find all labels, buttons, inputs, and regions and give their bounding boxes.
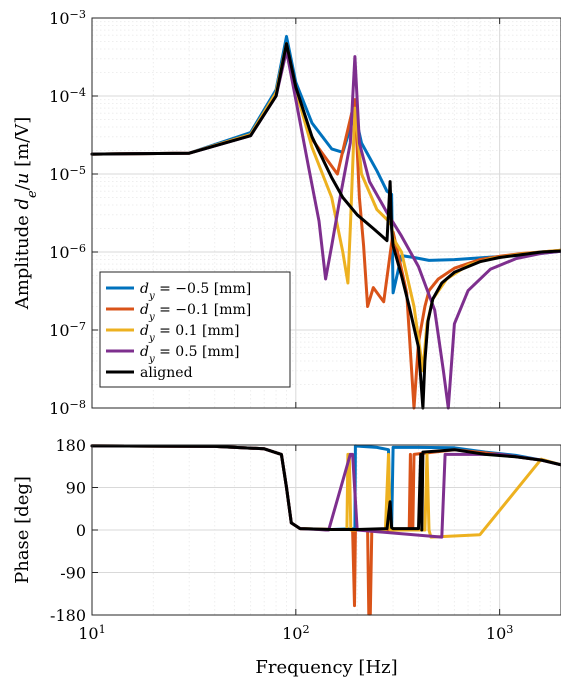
amplitude-plot: 10−8 10−7 10−6 10−5 10−4 10−3 Amplitude de/u […	[12, 8, 561, 419]
y-tick-label: -90	[60, 564, 86, 583]
y-tick-label: 10−6	[49, 242, 86, 263]
y-tick-label: -180	[50, 606, 86, 625]
ticks	[91, 444, 501, 616]
y-axis-label: Phase [deg]	[12, 476, 33, 584]
y-tick-label: 0	[76, 521, 86, 540]
y-tick-label: 10−4	[49, 86, 86, 107]
legend-label: dy = −0.1 [mm]	[140, 302, 251, 323]
y-tick-label: 10−5	[49, 164, 86, 185]
legend-label: dy = 0.5 [mm]	[140, 344, 240, 365]
series-group	[90, 35, 561, 410]
x-tick-label: 101	[78, 623, 105, 644]
series-line	[90, 42, 561, 410]
y-tick-label: 180	[55, 436, 86, 455]
legend-label: dy = −0.5 [mm]	[140, 281, 251, 302]
y-axis-label: Amplitude de/u [m/V]	[12, 117, 40, 311]
series-line	[90, 49, 561, 410]
legend: dy = −0.5 [mm]dy = −0.1 [mm]dy = 0.1 [mm…	[99, 271, 291, 388]
y-tick-label: 10−7	[49, 320, 86, 341]
series-line	[90, 444, 561, 532]
phase-plot: -180 -90 0 90 180 101 102 103 Phase [deg] Frequen…	[12, 436, 561, 678]
y-tick-label: 10−8	[49, 398, 86, 419]
x-tick-label: 102	[282, 623, 309, 644]
y-tick-label: 10−3	[49, 8, 86, 29]
y-tick-label: 90	[66, 479, 86, 498]
legend-label: aligned	[140, 365, 193, 381]
series-group	[90, 444, 561, 616]
x-axis-label: Frequency [Hz]	[255, 657, 397, 678]
legend-label: dy = 0.1 [mm]	[140, 323, 240, 344]
x-tick-label: 103	[486, 623, 513, 644]
axes-frame	[91, 17, 561, 409]
ticks	[91, 17, 501, 409]
